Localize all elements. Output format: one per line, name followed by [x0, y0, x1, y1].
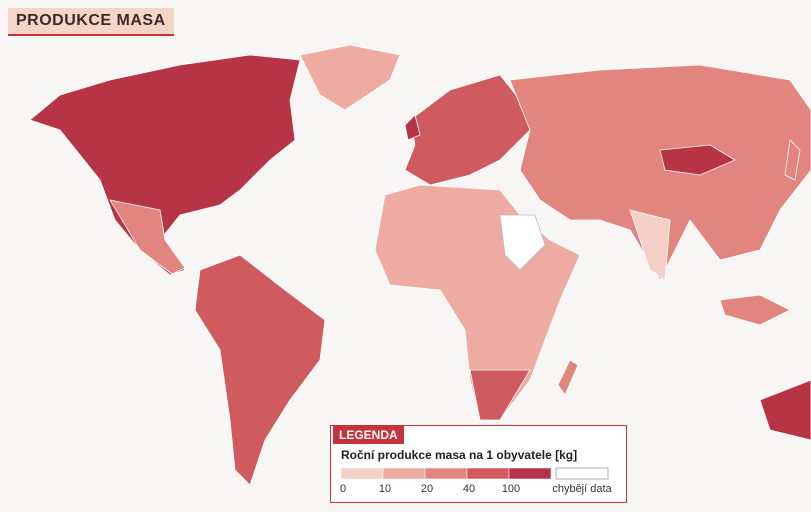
legend-tick-label: 0 — [340, 483, 346, 495]
legend-swatch — [382, 467, 426, 480]
map-title: PRODUKCE MASA — [8, 8, 174, 36]
legend-tick-label: 20 — [421, 483, 433, 495]
legend-scale: 0 10 20 40 100 chybějí data — [340, 467, 613, 495]
madagascar — [557, 359, 579, 396]
mongolia — [659, 144, 736, 176]
india — [629, 209, 671, 281]
australia — [759, 379, 811, 441]
legend-tick-label: 100 — [502, 483, 520, 495]
legend-tick-label: 10 — [379, 483, 391, 495]
legend-swatch — [508, 467, 552, 480]
uk — [404, 114, 421, 141]
legend-missing-swatch — [555, 467, 609, 480]
north-america — [29, 54, 301, 276]
legend-swatch — [424, 467, 468, 480]
legend-tick-label: 40 — [463, 483, 475, 495]
africa-south — [469, 369, 531, 421]
asia — [509, 64, 811, 281]
europe — [404, 74, 531, 186]
central-america — [109, 199, 186, 275]
legend-swatch — [340, 467, 384, 480]
south-america — [194, 254, 326, 486]
legend-missing-label: chybějí data — [552, 483, 612, 495]
greenland — [299, 44, 401, 111]
japan — [784, 139, 801, 181]
legend: LEGENDA Roční produkce masa na 1 obyvate… — [330, 425, 627, 503]
legend-tab: LEGENDA — [333, 426, 404, 444]
legend-title: Roční produkce masa na 1 obyvatele [kg] — [341, 448, 578, 462]
indonesia — [719, 294, 791, 326]
africa-missing — [499, 214, 546, 271]
legend-swatch — [466, 467, 510, 480]
